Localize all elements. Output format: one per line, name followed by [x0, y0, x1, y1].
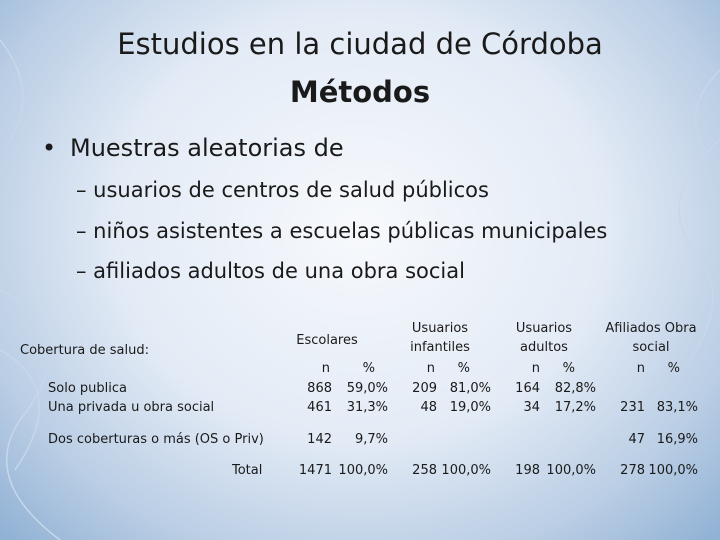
table-cell: 142 [307, 432, 332, 447]
column-header: social [632, 340, 670, 355]
subheader-n: n [321, 361, 330, 376]
table-cell: 31,3% [346, 400, 388, 415]
table-cell: 1471 [298, 463, 332, 478]
row-label: Total [232, 463, 263, 478]
table-cell: 34 [523, 400, 540, 415]
table-cell: 100,0% [338, 463, 388, 478]
table-cell: 868 [307, 381, 332, 396]
subheader-n: n [531, 361, 540, 376]
table-cell: 9,7% [354, 432, 388, 447]
table-cell: 16,9% [656, 432, 698, 447]
column-header: Usuarios [515, 321, 573, 336]
table-cell: 83,1% [656, 400, 698, 415]
column-header: infantiles [410, 340, 470, 355]
sub-item: – niños asistentes a escuelas públicas m… [76, 219, 608, 243]
table-cell: 48 [420, 400, 437, 415]
table-cell: 81,0% [449, 381, 491, 396]
subheader-pct: % [362, 361, 375, 376]
table-cell: 164 [515, 381, 540, 396]
sub-item: – afiliados adultos de una obra social [76, 259, 465, 283]
row-header: Cobertura de salud: [20, 343, 150, 358]
slide-subtitle: Métodos [289, 75, 431, 109]
bullet-text: Muestras aleatorias de [70, 134, 344, 162]
row-label: Dos coberturas o más (OS o Priv) [48, 432, 264, 447]
table-cell: 100,0% [546, 463, 596, 478]
column-header: Afiliados Obra [605, 321, 697, 336]
subheader-pct: % [562, 361, 575, 376]
table-cell: 100,0% [441, 463, 491, 478]
table-cell: 461 [307, 400, 332, 415]
table-cell: 82,8% [554, 381, 596, 396]
sub-item: – usuarios de centros de salud públicos [76, 178, 489, 202]
table-cell: 258 [412, 463, 437, 478]
row-label: Solo publica [48, 381, 127, 396]
subheader-pct: % [457, 361, 470, 376]
table-cell: 17,2% [554, 400, 596, 415]
table-cell: 19,0% [449, 400, 491, 415]
table-cell: 47 [628, 432, 645, 447]
bullet-item: • Muestras aleatorias de [42, 134, 344, 162]
column-header: adultos [520, 340, 568, 355]
table-cell: 59,0% [346, 381, 388, 396]
table-cell: 100,0% [648, 463, 698, 478]
table-cell: 278 [620, 463, 645, 478]
column-header: Escolares [296, 333, 358, 348]
column-header: Usuarios [411, 321, 469, 336]
bullet-dot-icon: • [42, 134, 57, 162]
subheader-pct: % [667, 361, 680, 376]
table-cell: 198 [515, 463, 540, 478]
table-cell: 231 [620, 400, 645, 415]
row-label: Una privada u obra social [48, 400, 215, 415]
table-cell: 209 [412, 381, 437, 396]
slide-title: Estudios en la ciudad de Córdoba [117, 27, 603, 61]
subheader-n: n [636, 361, 645, 376]
subheader-n: n [426, 361, 435, 376]
